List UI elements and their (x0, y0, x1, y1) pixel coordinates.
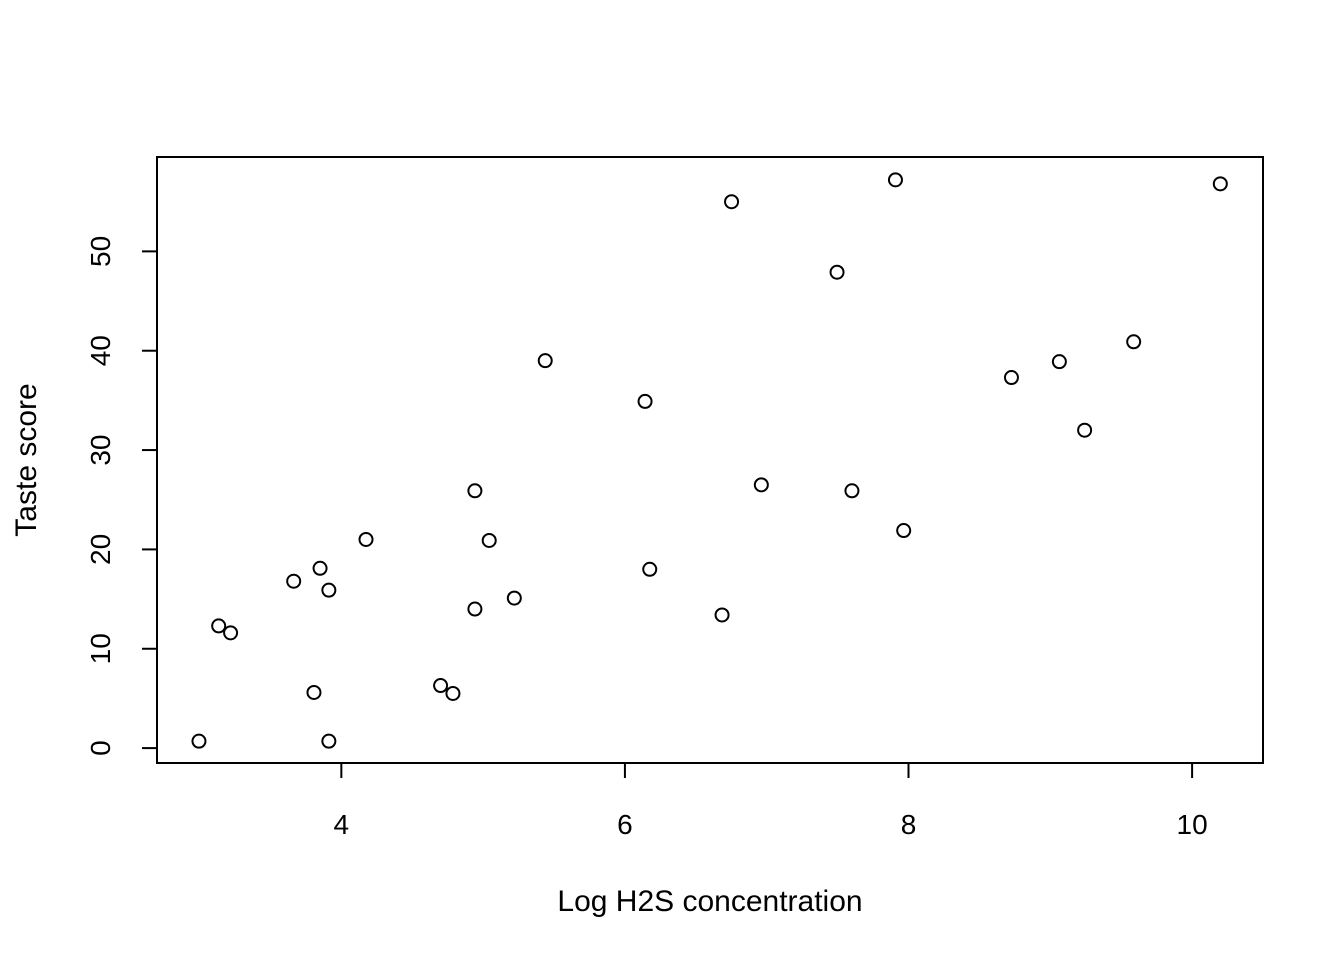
data-point (844, 483, 860, 499)
data-point (445, 685, 461, 701)
data-point (637, 393, 653, 409)
data-point (286, 573, 302, 589)
data-point (753, 477, 769, 493)
y-tick-label: 30 (85, 434, 116, 465)
data-point (724, 194, 740, 210)
x-tick-label: 6 (617, 809, 633, 840)
data-point (467, 601, 483, 617)
data-point (467, 483, 483, 499)
data-point (1051, 354, 1067, 370)
data-point (896, 523, 912, 539)
data-point (829, 264, 845, 280)
y-axis: 0 10 20 30 40 50 (85, 236, 158, 756)
data-point (211, 618, 227, 634)
data-point (321, 733, 337, 749)
data-point (306, 684, 322, 700)
data-point (191, 733, 207, 749)
data-point (506, 590, 522, 606)
plot-frame (156, 156, 1264, 764)
data-point (1077, 422, 1093, 438)
y-tick-label: 40 (85, 335, 116, 366)
y-tick-label: 20 (85, 534, 116, 565)
x-axis-label: Log H2S concentration (557, 885, 862, 918)
data-point (1212, 176, 1228, 192)
data-point (321, 582, 337, 598)
data-point (481, 532, 497, 548)
data-points (191, 172, 1228, 749)
data-point (642, 561, 658, 577)
y-tick-label: 10 (85, 633, 116, 664)
y-axis-label: Taste score (10, 383, 43, 536)
x-tick-label: 4 (334, 809, 350, 840)
data-point (433, 678, 449, 694)
x-tick-label: 8 (901, 809, 917, 840)
data-point (312, 560, 328, 576)
x-axis: 4 6 8 10 (334, 762, 1208, 840)
data-point (223, 625, 239, 641)
data-point (714, 607, 730, 623)
data-point (1003, 370, 1019, 386)
data-point (358, 531, 374, 547)
data-point (537, 353, 553, 369)
data-point (1126, 334, 1142, 350)
x-tick-label: 10 (1177, 809, 1208, 840)
y-tick-label: 0 (85, 740, 116, 756)
data-point (887, 172, 903, 188)
y-tick-label: 50 (85, 236, 116, 267)
